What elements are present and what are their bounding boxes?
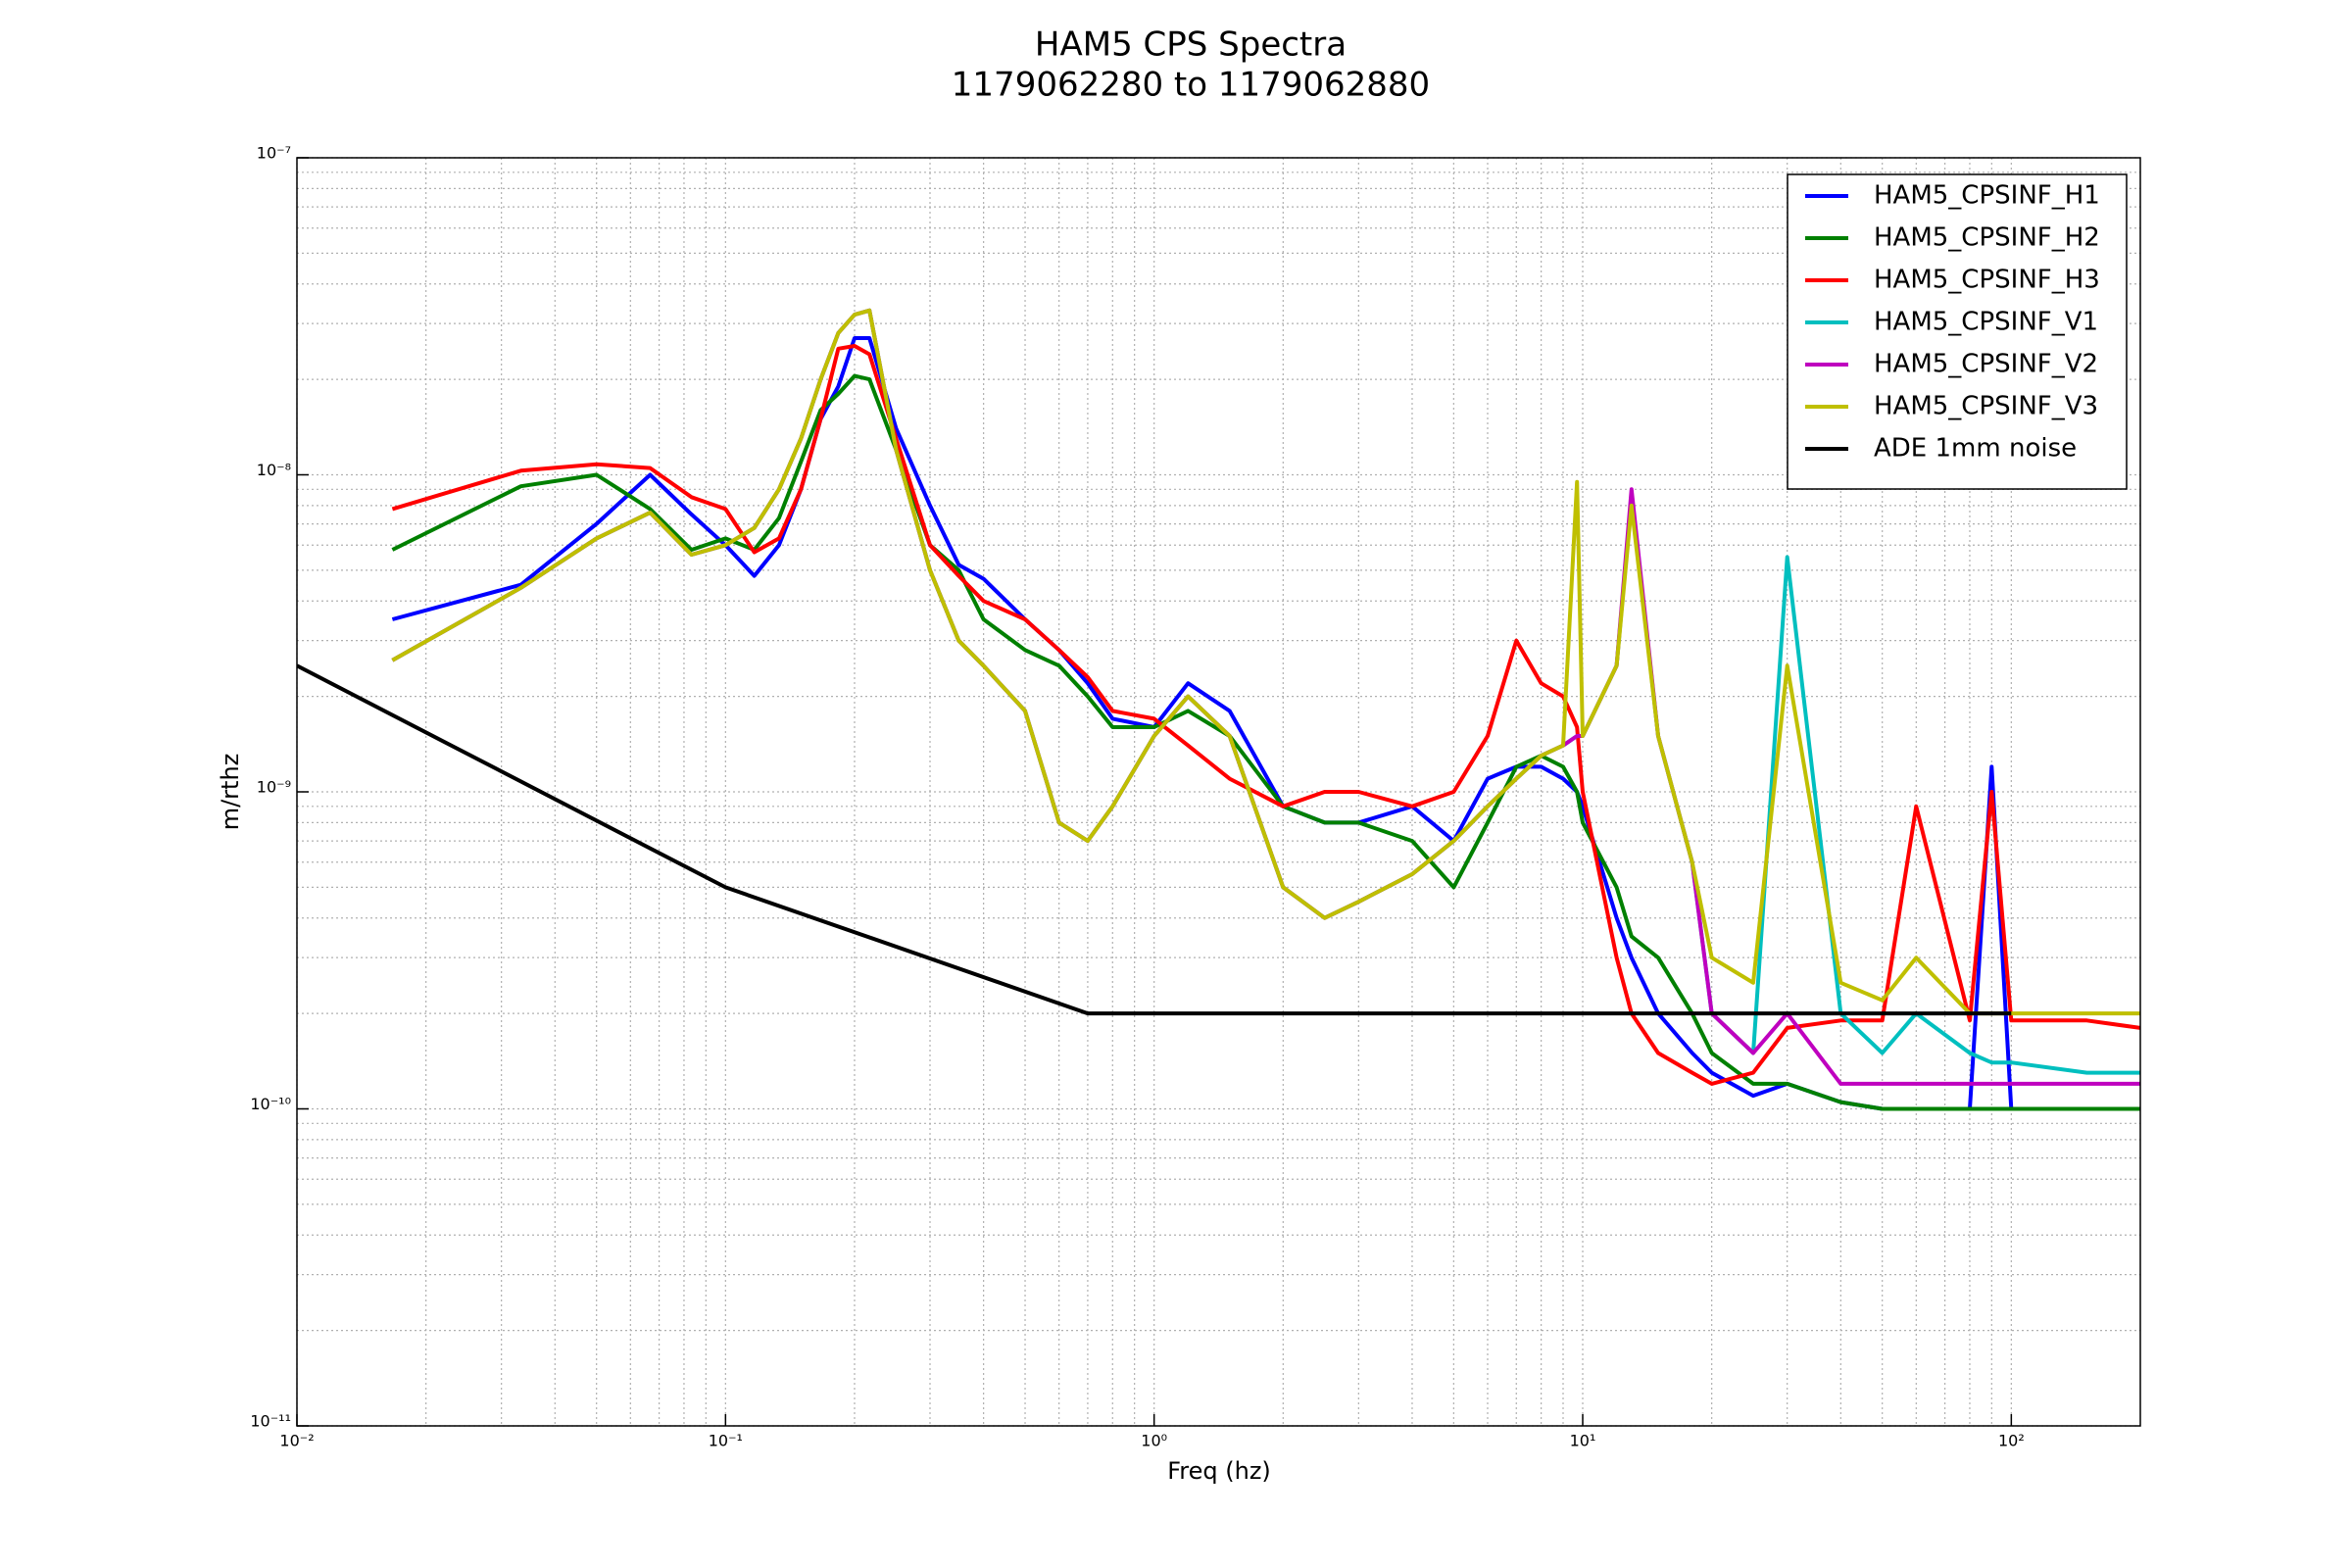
- legend-label: HAM5_CPSINF_V2: [1874, 350, 2098, 379]
- y-tick-label: 10⁻⁷: [257, 144, 291, 163]
- plot-lines: [297, 308, 2140, 1111]
- y-axis-label: m/rthz: [217, 754, 244, 831]
- x-tick-label: 10⁰: [1141, 1432, 1167, 1450]
- y-tick-label: 10⁻⁹: [257, 778, 291, 797]
- x-tick-label: 10⁻²: [279, 1432, 314, 1450]
- chart-title: HAM5 CPS Spectra: [1035, 25, 1347, 65]
- y-tick-label: 10⁻¹¹: [250, 1412, 291, 1431]
- y-tick-label: 10⁻¹⁰: [250, 1095, 291, 1113]
- ticks: 10⁻² 10⁻¹ 10⁰ 10¹ 10² 10⁻¹¹ 10⁻¹⁰ 10⁻⁹ 10⁻⁸ 10⁻⁷: [250, 144, 2024, 1450]
- legend-box: [1787, 173, 2128, 490]
- y-tick-label: 10⁻⁸: [257, 461, 291, 479]
- series-line: [391, 308, 2140, 1016]
- x-tick-label: 10¹: [1570, 1432, 1596, 1450]
- legend-label: HAM5_CPSINF_H1: [1874, 181, 2100, 211]
- legend: HAM5_CPSINF_H1 HAM5_CPSINF_H2 HAM5_CPSINF_…: [1787, 173, 2128, 490]
- legend-label: ADE 1mm noise: [1874, 434, 2077, 464]
- chart-subtitle: 1179062280 to 1179062880: [952, 66, 1430, 105]
- x-tick-label: 10²: [1998, 1432, 2025, 1450]
- series-line: [297, 663, 2012, 1016]
- legend-label: HAM5_CPSINF_V3: [1874, 392, 2098, 421]
- legend-label: HAM5_CPSINF_H2: [1874, 223, 2100, 253]
- legend-label: HAM5_CPSINF_V1: [1874, 308, 2098, 337]
- series-line: [391, 344, 2140, 1086]
- series-line: [391, 373, 2140, 1111]
- x-axis-label: Freq (hz): [1167, 1457, 1271, 1485]
- legend-label: HAM5_CPSINF_H3: [1874, 266, 2100, 295]
- x-tick-label: 10⁻¹: [709, 1432, 743, 1450]
